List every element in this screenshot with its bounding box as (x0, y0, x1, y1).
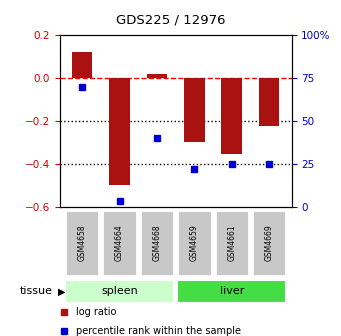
Text: spleen: spleen (101, 287, 138, 296)
FancyBboxPatch shape (65, 210, 99, 276)
Text: ▶: ▶ (58, 287, 65, 296)
FancyBboxPatch shape (177, 210, 211, 276)
Text: tissue: tissue (20, 287, 53, 296)
Bar (259, 78, 279, 126)
Bar (109, 78, 130, 185)
Text: log ratio: log ratio (76, 307, 116, 317)
FancyBboxPatch shape (252, 210, 286, 276)
Bar (72, 52, 92, 78)
Bar (184, 78, 205, 142)
Bar (221, 78, 242, 154)
FancyBboxPatch shape (214, 210, 249, 276)
FancyBboxPatch shape (65, 280, 174, 303)
Text: GSM4658: GSM4658 (78, 224, 87, 261)
FancyBboxPatch shape (102, 210, 137, 276)
Text: GSM4669: GSM4669 (265, 224, 273, 261)
FancyBboxPatch shape (140, 210, 174, 276)
Bar (147, 74, 167, 78)
Text: GDS225 / 12976: GDS225 / 12976 (116, 13, 225, 27)
Text: GSM4659: GSM4659 (190, 224, 199, 261)
FancyBboxPatch shape (177, 280, 286, 303)
Text: GSM4668: GSM4668 (152, 224, 161, 261)
Text: liver: liver (220, 287, 244, 296)
Text: GSM4664: GSM4664 (115, 224, 124, 261)
Text: percentile rank within the sample: percentile rank within the sample (76, 327, 241, 336)
Text: GSM4661: GSM4661 (227, 224, 236, 261)
